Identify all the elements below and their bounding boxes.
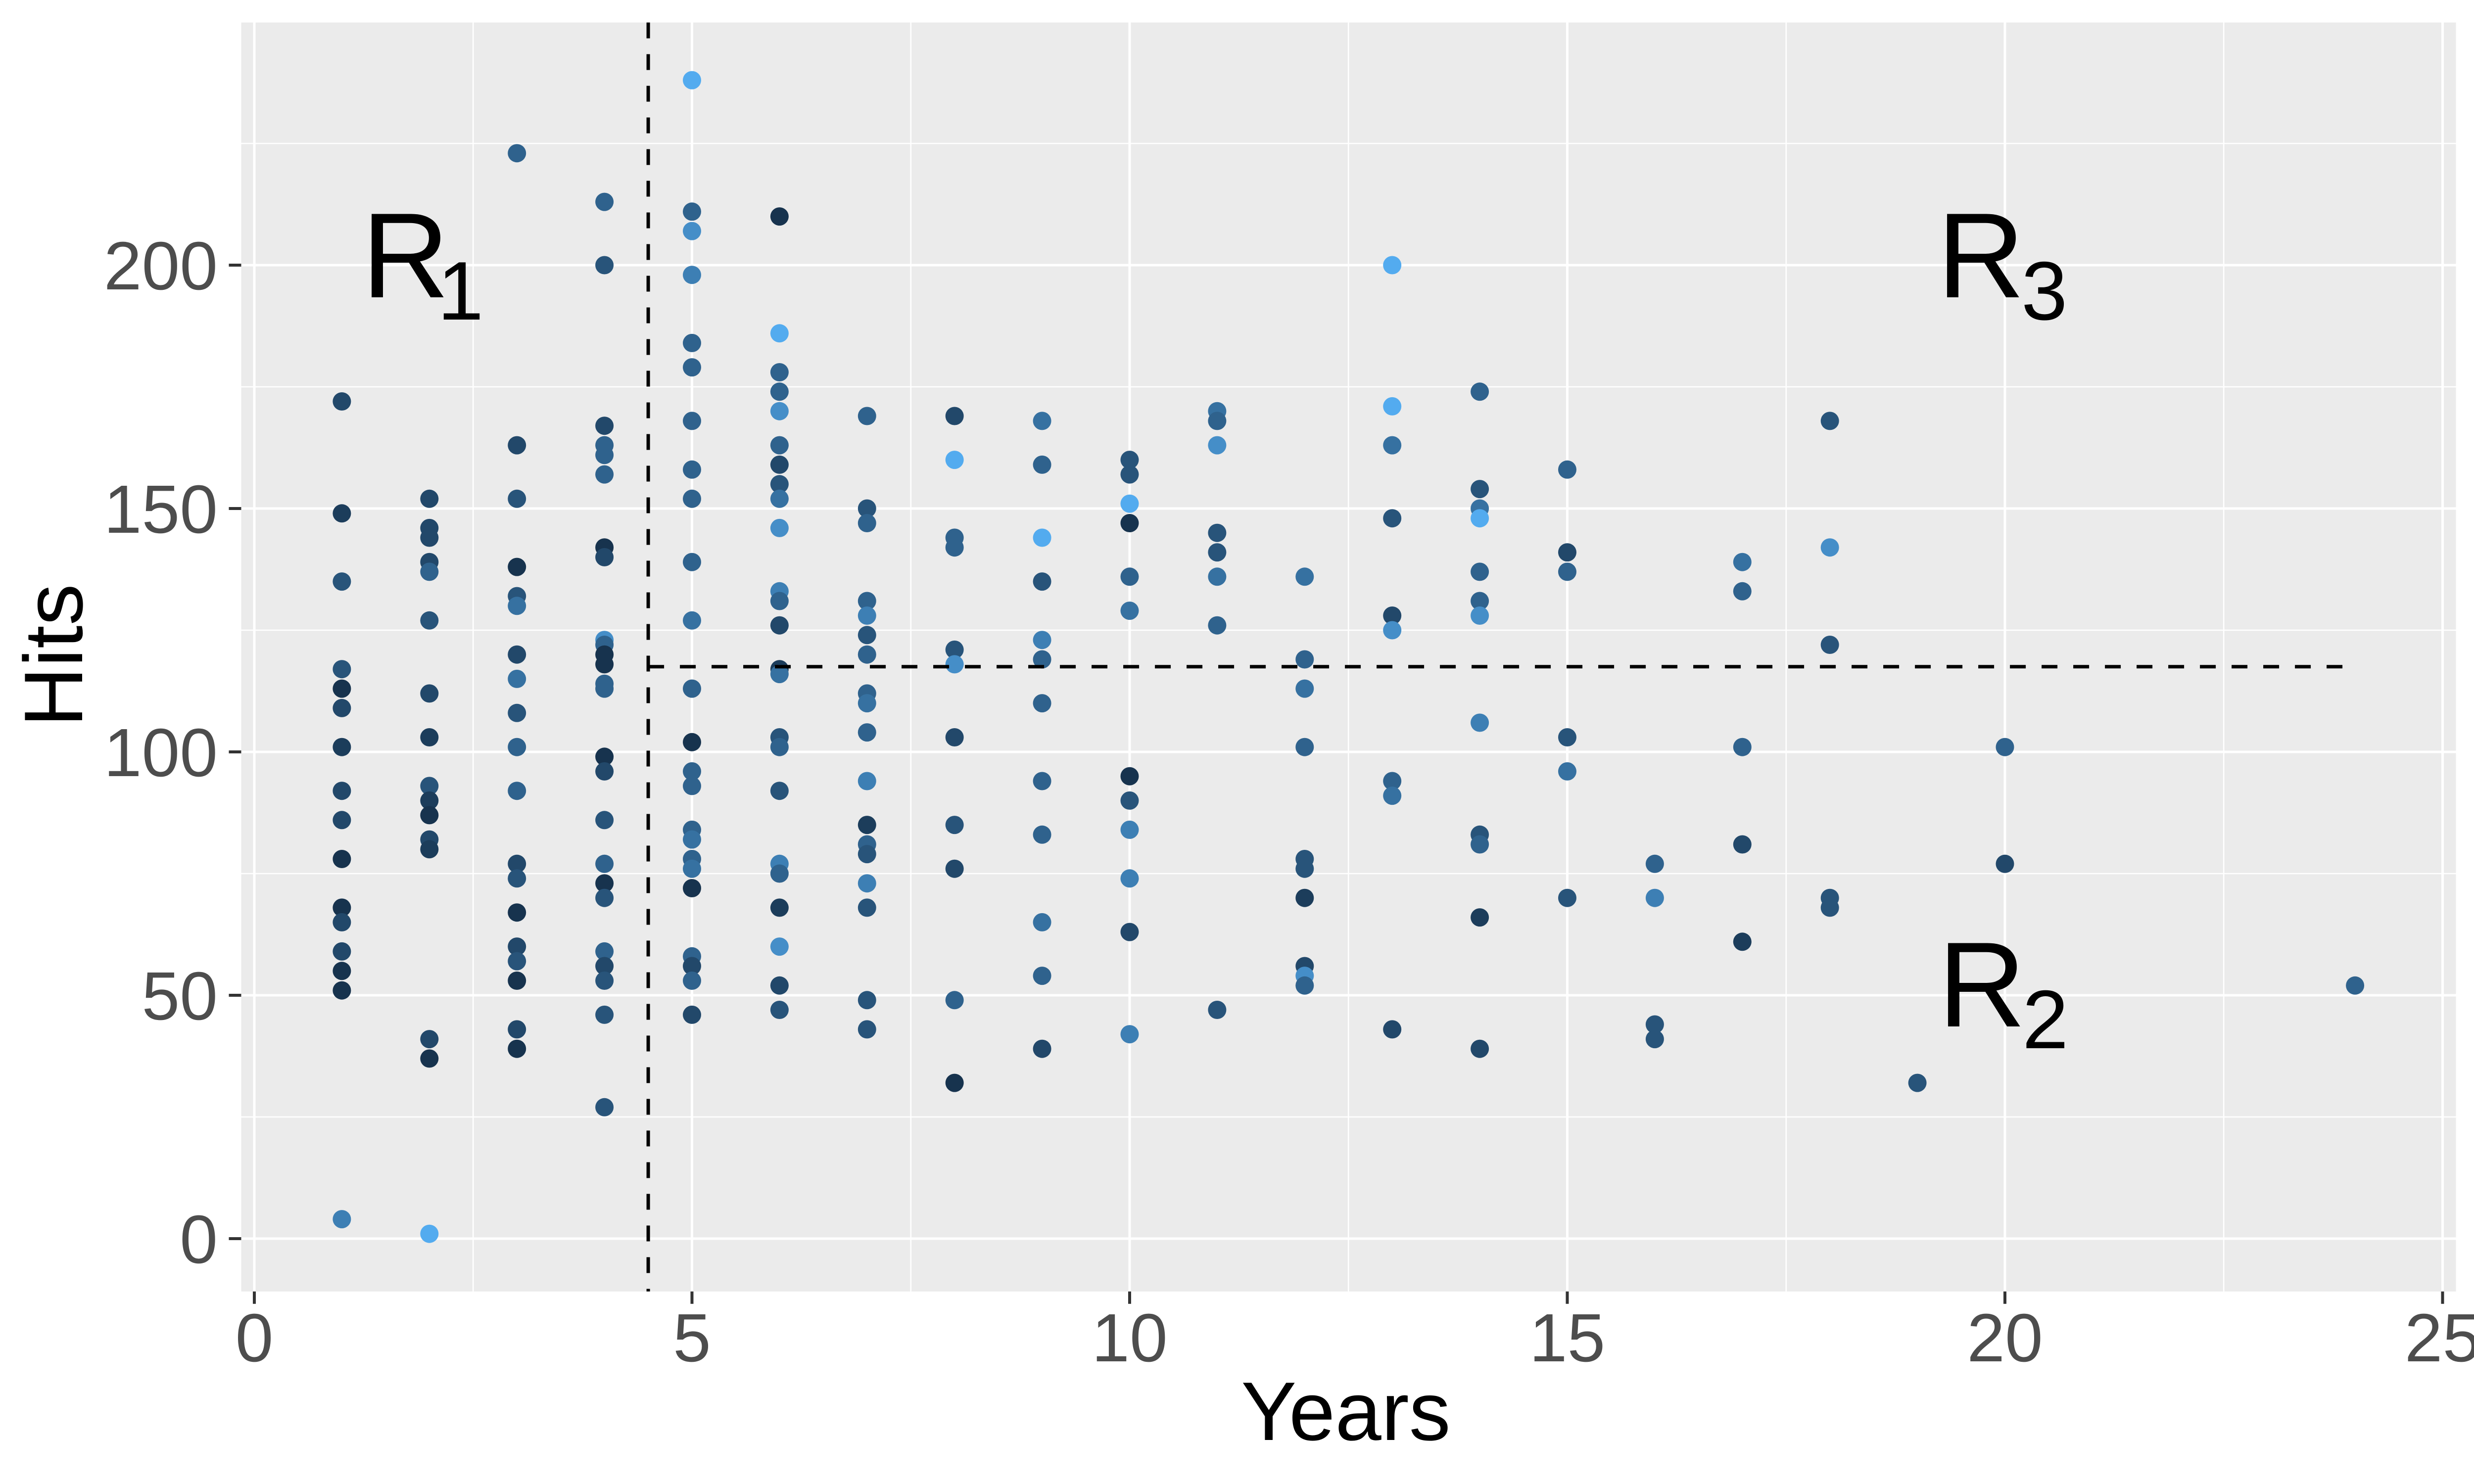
svg-text:10: 10: [1092, 1300, 1168, 1376]
svg-text:Hits: Hits: [7, 584, 100, 727]
svg-text:15: 15: [1529, 1300, 1606, 1376]
svg-text:100: 100: [104, 715, 218, 791]
svg-text:R: R: [1937, 187, 2025, 323]
svg-text:150: 150: [104, 471, 218, 548]
svg-text:1: 1: [437, 244, 483, 337]
svg-text:20: 20: [1967, 1300, 2043, 1376]
svg-text:Years: Years: [1241, 1365, 1450, 1458]
svg-text:R: R: [1938, 917, 2026, 1052]
svg-text:25: 25: [2405, 1300, 2474, 1376]
svg-text:2: 2: [2022, 973, 2068, 1066]
svg-text:0: 0: [236, 1300, 274, 1376]
svg-text:R: R: [362, 187, 449, 323]
svg-text:5: 5: [673, 1300, 711, 1376]
svg-text:50: 50: [142, 958, 218, 1034]
svg-text:200: 200: [104, 228, 218, 304]
svg-text:0: 0: [180, 1202, 218, 1278]
svg-text:3: 3: [2021, 244, 2067, 337]
